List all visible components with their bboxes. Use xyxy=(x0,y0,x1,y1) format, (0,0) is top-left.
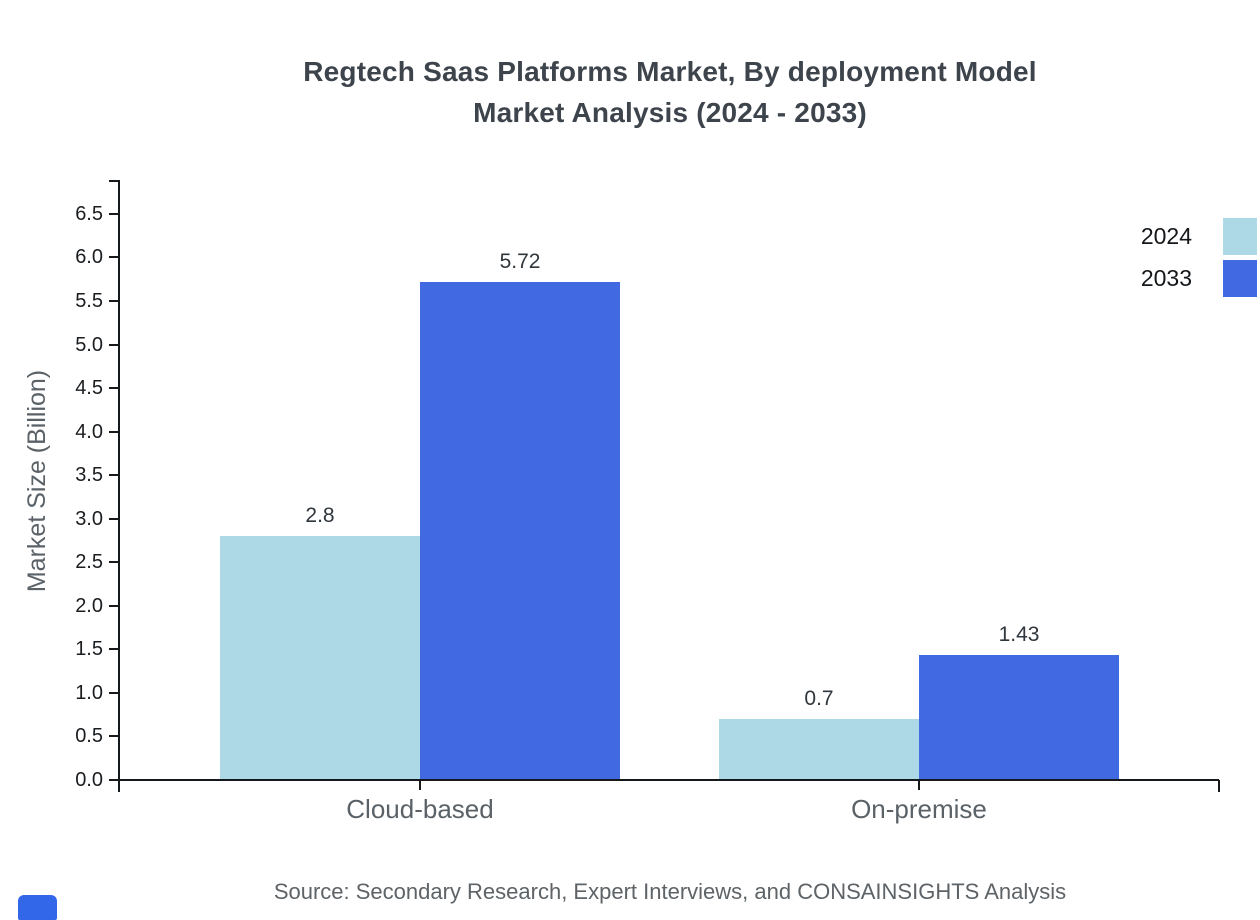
legend-label-2033: 2033 xyxy=(1140,265,1192,291)
bar-cloud-based-2024 xyxy=(220,536,420,779)
y-tick-label: 3.0 xyxy=(75,507,103,530)
source-note: Source: Secondary Research, Expert Inter… xyxy=(273,879,1067,904)
bar-on-premise-2024 xyxy=(719,719,919,779)
chart-title-line2: Market Analysis (2024 - 2033) xyxy=(473,97,867,128)
y-tick-label: 2.0 xyxy=(75,594,103,617)
y-tick-mark xyxy=(109,517,118,520)
x-axis-end-tick xyxy=(1218,780,1220,792)
y-tick-mark xyxy=(109,604,118,607)
legend: 2024 2033 xyxy=(1141,218,1257,302)
y-tick-mark xyxy=(109,735,118,738)
y-tick-mark xyxy=(109,779,118,781)
y-tick-label: 1.5 xyxy=(75,638,103,661)
y-tick-label: 5.5 xyxy=(75,289,103,312)
legend-item-2024: 2024 xyxy=(1141,218,1257,255)
bar-value-label: 2.8 xyxy=(305,504,335,528)
y-tick-mark xyxy=(109,256,118,259)
y-tick-label: 4.5 xyxy=(75,377,103,400)
x-tick-mark xyxy=(419,780,421,790)
y-axis-end-tick xyxy=(109,180,118,182)
y-tick-mark xyxy=(109,561,118,564)
legend-swatch-2033 xyxy=(1223,260,1257,297)
y-tick-label: 2.5 xyxy=(75,551,103,574)
y-tick-label: 0.5 xyxy=(75,725,103,748)
y-tick-mark xyxy=(109,648,118,651)
logo-mark xyxy=(18,895,57,920)
x-axis-spine xyxy=(118,779,1219,781)
x-category-label: Cloud-based xyxy=(346,794,494,824)
bar-value-label: 1.43 xyxy=(998,623,1040,647)
y-tick-label: 3.5 xyxy=(75,464,103,487)
y-tick-mark xyxy=(109,691,118,694)
x-tick-mark xyxy=(918,780,920,790)
bar-on-premise-2033 xyxy=(919,655,1119,779)
y-tick-mark xyxy=(109,430,118,433)
legend-label-2024: 2024 xyxy=(1140,223,1192,249)
y-tick-label: 5.0 xyxy=(75,333,103,356)
bar-value-label: 5.72 xyxy=(499,249,541,273)
y-tick-mark xyxy=(109,299,118,302)
legend-item-2033: 2033 xyxy=(1141,260,1257,297)
y-tick-label: 6.0 xyxy=(75,246,103,269)
y-axis-spine xyxy=(118,180,120,780)
bar-cloud-based-2033 xyxy=(420,281,620,779)
bar-value-label: 0.7 xyxy=(804,687,834,711)
y-tick-label: 1.0 xyxy=(75,681,103,704)
x-axis-corner-tick xyxy=(118,780,120,792)
x-category-label: On-premise xyxy=(851,794,987,824)
chart-title: Regtech Saas Platforms Market, By deploy… xyxy=(80,51,1260,133)
y-tick-mark xyxy=(109,212,118,215)
chart-title-line1: Regtech Saas Platforms Market, By deploy… xyxy=(303,56,1037,87)
y-tick-mark xyxy=(109,343,118,346)
legend-swatch-2024 xyxy=(1223,218,1257,255)
y-tick-label: 4.0 xyxy=(75,420,103,443)
y-tick-label: 0.0 xyxy=(75,769,103,791)
y-tick-mark xyxy=(109,387,118,390)
y-tick-label: 6.5 xyxy=(75,202,103,225)
y-tick-mark xyxy=(109,474,118,477)
